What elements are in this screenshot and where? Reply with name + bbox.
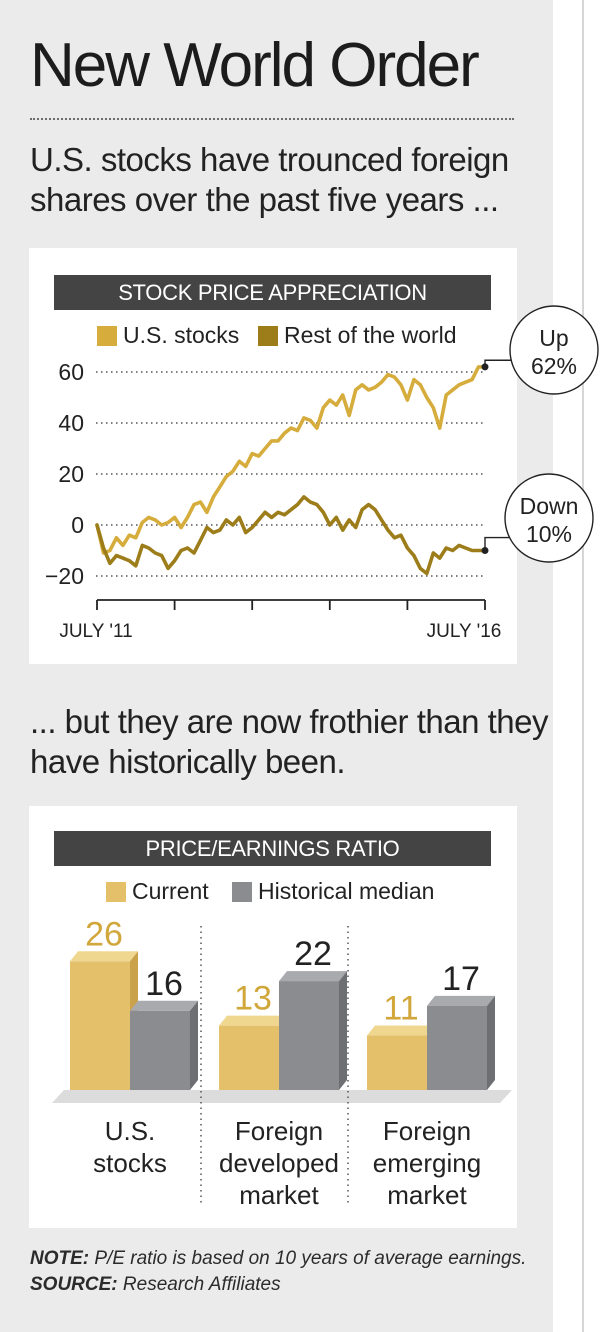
intro-text-stocks: U.S. stocks have trounced foreign shares…: [30, 141, 509, 218]
stock-appreciation-card: STOCK PRICE APPRECIATION U.S. stocks Res…: [29, 248, 517, 664]
line-chart-title: STOCK PRICE APPRECIATION: [54, 275, 491, 310]
legend-swatch-world: [258, 325, 278, 346]
pe-ratio-card: PRICE/EARNINGS RATIO Current Historical …: [29, 806, 517, 1228]
legend-label-us: U.S. stocks: [123, 322, 240, 348]
note-label: NOTE:: [30, 1248, 90, 1269]
headline: New World Order: [30, 31, 480, 100]
note-text: P/E ratio is based on 10 years of averag…: [89, 1248, 527, 1269]
legend-swatch-historical: [232, 881, 252, 902]
legend-label-historical: Historical median: [258, 878, 435, 904]
source-text: Research Affiliates: [117, 1274, 281, 1295]
bar-legend-current: Current: [106, 878, 209, 905]
legend-swatch-current: [106, 881, 126, 902]
bar-legend-historical: Historical median: [232, 878, 434, 905]
footnote: NOTE: P/E ratio is based on 10 years of …: [30, 1246, 530, 1298]
intro-text-valuation: ... but they are now frothier than they …: [30, 703, 548, 780]
legend-swatch-us: [97, 325, 117, 346]
line-legend-world: Rest of the world: [258, 322, 457, 349]
legend-label-current: Current: [132, 878, 209, 904]
line-legend-us: U.S. stocks: [97, 322, 239, 349]
legend-label-world: Rest of the world: [284, 322, 457, 348]
dotted-divider: [30, 118, 514, 120]
bar-chart-title: PRICE/EARNINGS RATIO: [54, 831, 491, 866]
page-edge-line: [582, 0, 584, 1332]
source-label: SOURCE:: [30, 1274, 118, 1295]
